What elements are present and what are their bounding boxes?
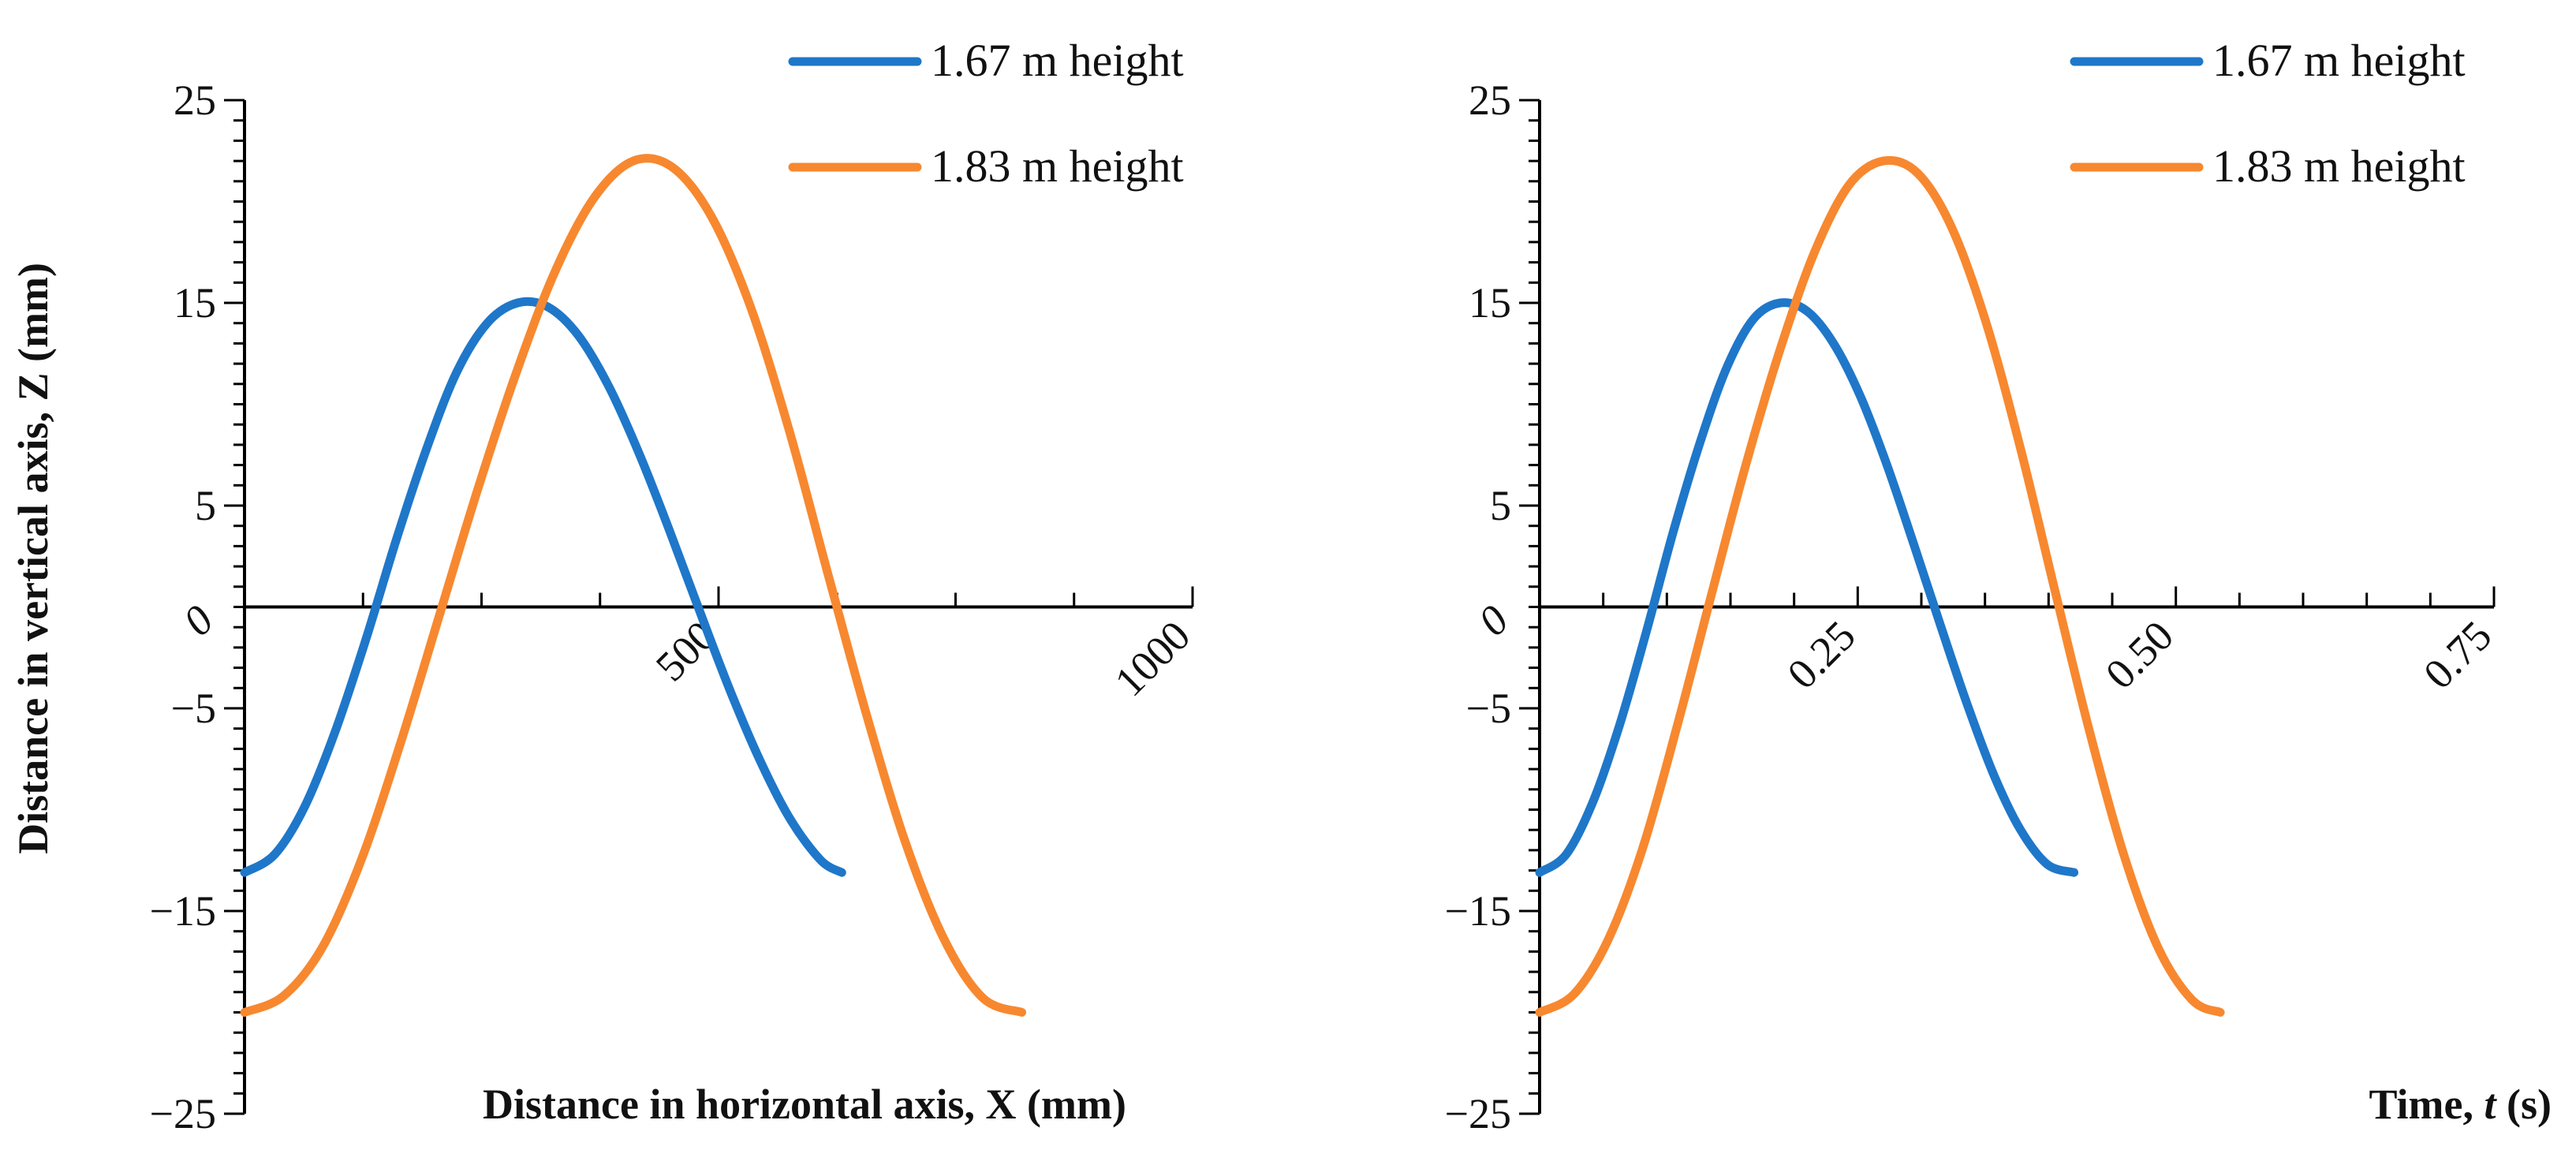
left-y-tick-label: −5 — [171, 685, 216, 732]
right-chart: 25 15 5 −5 −15 −25 0.25 0.50 0.75 0 Time, t (s) 1… — [1445, 35, 2552, 1137]
legend-label-1-83m: 1.83 m height — [931, 140, 1184, 192]
left-y-tick-label: −25 — [150, 1090, 216, 1137]
right-y-tick-label: 15 — [1469, 279, 1511, 327]
right-x-tick-label: 0.75 — [2414, 612, 2500, 698]
left-y-tick-label: 15 — [174, 279, 216, 327]
legend-label-1-67m: 1.67 m height — [931, 35, 1184, 86]
left-y-tick-label: 5 — [195, 482, 216, 529]
legend-label-1-83m-right: 1.83 m height — [2212, 140, 2466, 192]
right-axes: 25 15 5 −5 −15 −25 0.25 0.50 0.75 0 — [1445, 77, 2501, 1137]
left-y-tick-label: 25 — [174, 77, 216, 124]
left-legend: 1.67 m height 1.83 m height — [788, 35, 1184, 192]
left-y-tick-label: −15 — [150, 887, 216, 935]
left-series-line-1-83-m-height — [240, 154, 1027, 1017]
left-series-line-1-67-m-height — [240, 297, 846, 877]
right-x-axis-title-suffix: (s) — [2496, 1081, 2552, 1128]
right-series-group — [1535, 155, 2225, 1017]
right-y-tick-label: −15 — [1445, 887, 1511, 935]
right-series-line-1-67-m-height — [1535, 298, 2079, 877]
right-y-tick-label: −25 — [1445, 1090, 1511, 1137]
left-zero-label: 0 — [174, 596, 223, 645]
right-x-axis-title: Time, t (s) — [2369, 1081, 2552, 1128]
right-y-tick-label: −5 — [1466, 685, 1511, 732]
left-x-axis-title: Distance in horizontal axis, X (mm) — [483, 1081, 1126, 1128]
left-series-group — [240, 154, 1027, 1017]
left-y-axis-title: Distance in vertical axis, Z (mm) — [9, 263, 57, 854]
right-x-axis-title-var: t — [2485, 1081, 2498, 1128]
right-legend: 1.67 m height 1.83 m height — [2070, 35, 2466, 192]
right-y-tick-label: 5 — [1490, 482, 1511, 529]
right-series-line-1-83-m-height — [1535, 155, 2225, 1017]
right-x-tick-label: 0.25 — [1779, 612, 1865, 698]
left-x-tick-label: 1000 — [1106, 612, 1200, 706]
right-x-axis-title-prefix: Time, — [2369, 1081, 2485, 1128]
legend-label-1-67m-right: 1.67 m height — [2212, 35, 2466, 86]
right-zero-label: 0 — [1469, 596, 1518, 645]
right-y-tick-label: 25 — [1469, 77, 1511, 124]
right-x-tick-label: 0.50 — [2096, 612, 2182, 698]
